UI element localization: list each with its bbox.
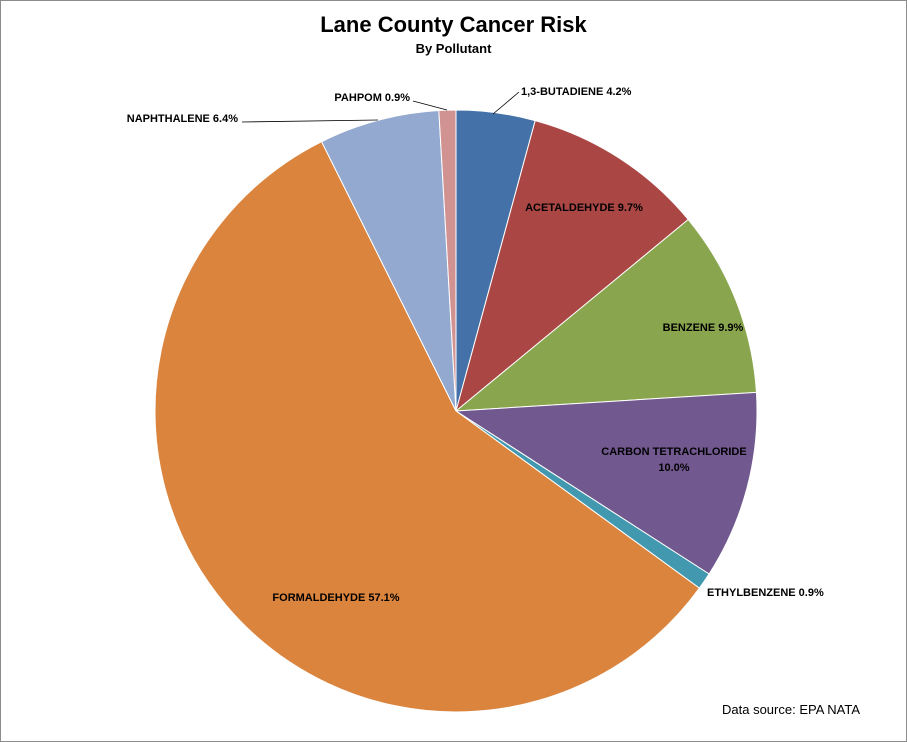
slice-label-ethylbenzene: ETHYLBENZENE 0.9% [707, 587, 824, 599]
pie-slices [154, 109, 758, 713]
slice-label-naphthalene: NAPHTHALENE 6.4% [127, 113, 238, 125]
pie-slice-pahpom [438, 109, 457, 412]
slice-label-benzene: BENZENE 9.9% [663, 322, 744, 334]
pie-slice-naphthalene [320, 109, 457, 412]
slice-label-pahpom: PAHPOM 0.9% [334, 92, 410, 104]
pie-slice-carbon-tetrachloride [454, 391, 758, 575]
data-source-note: Data source: EPA NATA [722, 702, 860, 717]
pie-slice-benzene [454, 218, 757, 412]
pie-slice-formaldehyde [154, 140, 701, 713]
slice-label-carbon-tetrachloride: CARBON TETRACHLORIDE 10.0% [601, 446, 746, 474]
leader-lines [241, 91, 520, 123]
slice-label-1-3-butadiene: 1,3-BUTADIENE 4.2% [521, 86, 632, 98]
leader-line-pahpom [412, 100, 448, 111]
chart-subtitle: By Pollutant [415, 41, 492, 56]
slice-label-formaldehyde: FORMALDEHYDE 57.1% [272, 592, 399, 604]
slice-label-acetaldehyde: ACETALDEHYDE 9.7% [525, 202, 643, 214]
slice-labels: 1,3-BUTADIENE 4.2% ACETALDEHYDE 9.7% BENZE… [127, 86, 824, 604]
leader-line-naphthalene [241, 119, 379, 123]
leader-line-1-3-butadiene [492, 91, 520, 115]
chart-title: Lane County Cancer Risk [320, 12, 587, 37]
pie-slice-acetaldehyde [455, 119, 689, 413]
